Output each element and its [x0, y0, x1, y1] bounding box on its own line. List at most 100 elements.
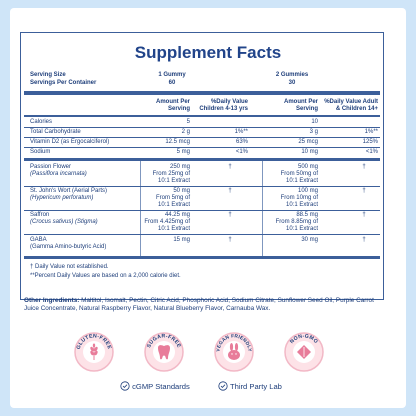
- dv-header-col2-b: & Children 14+: [335, 106, 378, 112]
- serving-size-col2: 2 Gummies: [275, 72, 309, 78]
- nutrient-amount-col1: 2 g: [181, 129, 190, 135]
- herb-amount-col1: 15 mg: [173, 237, 190, 243]
- herb-dv-col2: †: [362, 237, 366, 243]
- nutrient-dv-col1: 1%**: [234, 129, 248, 135]
- nutrient-amount-col1: 5 mg: [176, 149, 190, 155]
- cgmp-feature: cGMP Standards: [120, 381, 190, 393]
- dv-header-col1-a: %Daily Value: [210, 99, 248, 105]
- herb-source-col2: From 10mg of: [280, 195, 318, 201]
- herb-source-col1: From 25mg of: [152, 171, 190, 177]
- nutrient-dv-col2: <1%: [365, 149, 378, 155]
- herb-dv-col1: †: [228, 237, 232, 243]
- herb-source-col2: From 8.85mg of: [275, 219, 318, 225]
- herb-amount-col1: 44.25 mg: [164, 212, 190, 218]
- sugar-free-badge: SUGAR-FREE: [144, 332, 184, 372]
- header-divider: [24, 115, 380, 117]
- column-separator: [262, 161, 263, 257]
- herb-source-col2: From 50mg of: [280, 171, 318, 177]
- herb-extract-col1: 10:1 Extract: [157, 202, 190, 208]
- row-divider: [24, 234, 380, 235]
- row-divider: [24, 147, 380, 148]
- herb-latin-name: (Gamma Amino-butyric Acid): [30, 244, 107, 250]
- herb-name: Saffron: [30, 212, 50, 218]
- nutrient-amount-col1: 12.5 mcg: [165, 139, 190, 145]
- serving-size-label: Serving Size: [30, 72, 66, 78]
- herb-amount-col2: 100 mg: [297, 188, 318, 194]
- herb-latin-name: (Hypericum perforatum): [30, 195, 94, 201]
- amount-header-col1-a: Amount Per: [155, 99, 190, 105]
- nutrient-amount-col2: 10 mg: [301, 149, 318, 155]
- nutrient-dv-col2: 1%**: [364, 129, 378, 135]
- supplement-facts-title: Supplement Facts: [134, 43, 282, 62]
- row-divider: [24, 127, 380, 128]
- amount-header-col2-b: Serving: [295, 106, 318, 112]
- herb-amount-col1: 250 mg: [169, 164, 190, 170]
- herb-dv-col2: †: [362, 164, 366, 170]
- thick-divider: [24, 158, 380, 161]
- badge-text: NON-GMO: [289, 333, 319, 345]
- non-gmo-badge: NON-GMO: [284, 332, 324, 372]
- herb-name: St. John's Wort (Aerial Parts): [30, 188, 108, 194]
- herb-amount-col2: 500 mg: [297, 164, 318, 170]
- herb-extract-col1: 10:1 Extract: [157, 226, 190, 232]
- feature-label: Third Party Lab: [229, 382, 282, 391]
- herb-source-col1: From 5mg of: [155, 195, 190, 201]
- dv-header-col2-a: %Daily Value Adult: [324, 99, 378, 105]
- tooth-icon: [158, 345, 170, 360]
- label-panel: [10, 8, 406, 408]
- feature-label: cGMP Standards: [132, 382, 190, 391]
- nutrient-name: Vitamin D2 (as Ergocalciferol): [30, 139, 110, 145]
- herb-latin-name: (Crocus sativus) (Stigma): [30, 219, 98, 225]
- herb-name: GABA: [30, 237, 47, 243]
- herb-dv-col2: †: [362, 188, 366, 194]
- supplement-facts-box: [20, 32, 384, 300]
- nutrient-amount-col1: 5: [186, 119, 190, 125]
- servings-per-col2: 30: [288, 80, 296, 86]
- column-separator: [140, 161, 141, 257]
- herb-source-col1: From 4.425mg of: [144, 219, 190, 225]
- herb-dv-col2: †: [362, 212, 366, 218]
- servings-per-container-label: Servings Per Container: [30, 80, 97, 86]
- nutrient-amount-col2: 3 g: [309, 129, 318, 135]
- nutrient-amount-col2: 10: [311, 119, 318, 125]
- footnote-dagger: † Daily Value not established.: [30, 264, 109, 270]
- leaf-icon: [297, 345, 311, 359]
- herb-latin-name: (Passiflora incarnata): [30, 171, 87, 177]
- thick-divider: [24, 256, 380, 259]
- herb-amount-col2: 30 mg: [301, 237, 318, 243]
- row-divider: [24, 186, 380, 187]
- nutrient-dv-col1: 63%: [235, 139, 248, 145]
- other-ingredients: Other Ingredients: Maltitol, Isomalt, Pe…: [24, 297, 380, 313]
- gluten-free-badge: GLUTEN-FREE: [74, 332, 114, 372]
- footnote-percent: **Percent Daily Values are based on a 2,…: [30, 273, 181, 279]
- ingredients-text: Maltitol, Isomalt, Pectin, Citric Acid, …: [24, 297, 374, 312]
- herb-dv-col1: †: [228, 212, 232, 218]
- ingredients-label: Other Ingredients:: [24, 297, 80, 304]
- nutrient-name: Total Carbohydrate: [30, 129, 81, 135]
- herb-dv-col1: †: [228, 188, 232, 194]
- nutrient-dv-col2: 125%: [362, 139, 378, 145]
- nutrient-dv-col1: <1%: [235, 149, 248, 155]
- amount-header-col1-b: Serving: [167, 106, 190, 112]
- third-party-lab-feature: Third Party Lab: [218, 381, 282, 393]
- check-circle-icon: [120, 381, 130, 393]
- nutrient-name: Sodium: [30, 149, 51, 155]
- herb-amount-col2: 88.5 mg: [296, 212, 318, 218]
- svg-text:NON-GMO: NON-GMO: [289, 333, 319, 345]
- thick-divider: [24, 91, 380, 95]
- amount-header-col2-a: Amount Per: [283, 99, 318, 105]
- serving-size-col1: 1 Gummy: [158, 72, 186, 78]
- vegan-friendly-badge: VEGAN FRIENDLY: [214, 332, 254, 372]
- herb-amount-col1: 50 mg: [173, 188, 190, 194]
- wheat-icon: [90, 343, 98, 360]
- bunny-icon: [228, 343, 240, 360]
- herb-name: Passion Flower: [30, 164, 72, 170]
- nutrient-name: Calories: [30, 119, 53, 125]
- herb-extract-col2: 10:1 Extract: [285, 226, 318, 232]
- herb-dv-col1: †: [228, 164, 232, 170]
- row-divider: [24, 137, 380, 138]
- dv-header-col1-b: Children 4-13 yrs: [199, 106, 248, 112]
- check-circle-icon: [218, 381, 228, 393]
- servings-per-col1: 60: [168, 80, 176, 86]
- herb-extract-col1: 10:1 Extract: [157, 178, 190, 184]
